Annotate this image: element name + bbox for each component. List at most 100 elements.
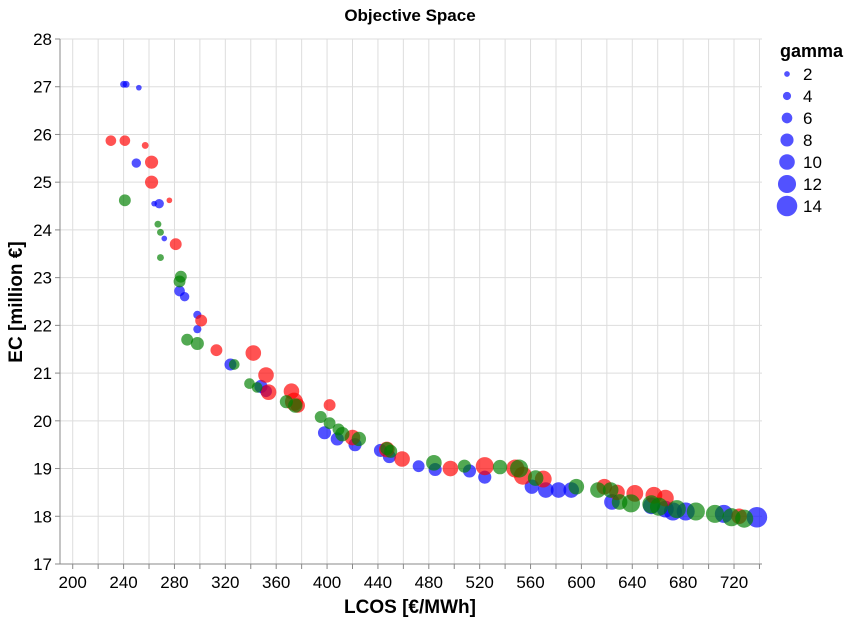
y-tick-label: 17 [33,555,52,574]
data-point-green [649,497,669,516]
data-point-green [705,504,724,523]
data-point-red [258,367,274,383]
data-point-green [510,459,529,478]
x-tick-label: 720 [720,573,748,592]
y-tick-label: 21 [33,364,52,383]
data-point-green [351,431,367,447]
data-point-green [590,482,606,498]
legend-label: 2 [803,65,812,84]
x-tick-label: 440 [364,573,392,592]
legend-label: 10 [803,153,822,172]
data-point-red [169,238,182,251]
data-point-green [118,194,131,207]
chart-title: Objective Space [344,6,475,25]
legend-symbol [780,133,794,147]
data-point-green [457,459,471,473]
data-point-green [157,228,164,236]
data-point-green [173,275,186,288]
data-point-blue [412,460,425,473]
data-point-red [119,135,131,146]
data-point-red [145,175,159,189]
data-point-green [228,359,240,370]
data-point-red [145,155,159,169]
data-point-green [157,254,164,262]
data-point-red [166,197,173,204]
legend-title: gamma [780,41,844,61]
data-point-red [442,460,459,477]
y-tick-label: 22 [33,316,52,335]
data-point-green [527,470,544,486]
legend-label: 6 [803,109,812,128]
legend-symbol [784,71,790,77]
x-tick-label: 200 [59,573,87,592]
legend-symbol [777,174,797,194]
data-point-green [426,455,442,471]
data-point-green [154,220,162,228]
data-point-blue [179,292,190,302]
data-point-red [394,451,410,467]
x-tick-label: 480 [415,573,443,592]
data-point-blue [161,235,168,242]
x-tick-label: 320 [211,573,239,592]
x-tick-label: 240 [109,573,137,592]
data-point-red [141,141,149,149]
y-tick-label: 20 [33,412,52,431]
y-tick-label: 24 [33,221,52,240]
data-point-green [251,382,263,393]
data-point-blue [154,198,164,209]
y-tick-label: 27 [33,78,52,97]
y-axis-label: EC [million €] [6,241,27,362]
data-point-green [181,333,194,346]
legend-label: 4 [803,87,812,106]
y-tick-label: 18 [33,507,52,526]
data-point-blue [193,325,202,334]
x-tick-label: 680 [669,573,697,592]
data-point-green [335,427,350,442]
data-point-green [314,411,327,423]
y-tick-label: 28 [33,30,52,49]
legend-label: 14 [803,197,822,216]
data-point-green [686,502,705,521]
legend-label: 12 [803,175,822,194]
data-points [105,80,768,528]
data-point-green [735,509,754,528]
data-point-blue [131,158,142,168]
x-tick-label: 640 [618,573,646,592]
y-tick-label: 19 [33,460,52,479]
data-point-red [245,345,262,361]
x-tick-label: 560 [516,573,544,592]
x-tick-label: 520 [465,573,493,592]
legend-label: 8 [803,131,812,150]
data-point-green [384,444,398,458]
data-point-green [288,398,303,413]
legend: gamma 2 4 6 8 10 12 14 [776,41,844,217]
y-tick-label: 25 [33,173,52,192]
y-tick-label: 26 [33,125,52,144]
data-point-green [190,336,204,351]
data-point-red [475,457,494,476]
data-point-blue [317,426,332,440]
x-tick-label: 360 [262,573,290,592]
legend-symbol [776,195,798,217]
x-tick-label: 280 [160,573,188,592]
x-tick-label: 400 [313,573,341,592]
x-tick-label: 600 [567,573,595,592]
y-tick-label: 23 [33,269,52,288]
data-point-red [260,384,277,400]
legend-symbol [779,154,795,170]
data-point-green [492,459,508,475]
legend-symbol [782,91,792,101]
data-point-green [602,482,619,498]
data-point-red [105,135,117,146]
data-point-green [667,500,686,519]
data-point-red [210,344,223,357]
data-point-green [621,494,641,513]
data-point-green [568,478,585,495]
legend-symbol [781,112,793,124]
data-point-green [323,417,336,430]
axes: 200 240 280 320 360 400 440 480 520 560 600 640 680 7… [33,30,762,592]
data-point-red [323,399,336,412]
data-point-red [195,314,208,327]
